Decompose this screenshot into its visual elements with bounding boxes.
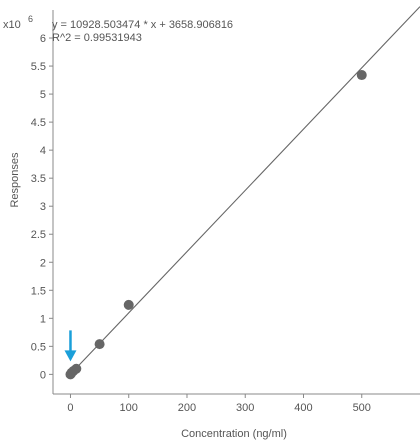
data-point bbox=[356, 70, 367, 81]
y-tick-label: 1.5 bbox=[31, 285, 46, 297]
data-point bbox=[94, 339, 105, 350]
fit-line-group bbox=[70, 6, 420, 375]
y-axis-title: Responses bbox=[9, 152, 21, 208]
regression-fit-line bbox=[70, 6, 420, 375]
y-tick-label: 6 bbox=[40, 33, 46, 45]
axes: 0 0.5 1 1.5 2 2.5 3 3.5 4 4.5 5 5.5 6 0 100 200 300 400 50… bbox=[31, 10, 420, 414]
data-points bbox=[65, 70, 367, 380]
arrow-down-icon bbox=[64, 350, 77, 362]
y-tick-label: 3.5 bbox=[31, 173, 46, 185]
y-multiplier-base: x10 bbox=[3, 19, 21, 31]
y-tick-label: 2 bbox=[40, 257, 46, 269]
x-tick-label: 200 bbox=[178, 402, 196, 414]
x-axis-title: Concentration (ng/ml) bbox=[181, 428, 287, 440]
y-tick-label: 1 bbox=[40, 313, 46, 325]
y-tick-label: 0.5 bbox=[31, 341, 46, 353]
x-tick-label: 500 bbox=[353, 402, 371, 414]
y-tick-label: 3 bbox=[40, 201, 46, 213]
y-tick-label: 4 bbox=[40, 145, 46, 157]
y-multiplier-exponent: 6 bbox=[28, 14, 33, 24]
y-tick-label: 4.5 bbox=[31, 117, 46, 129]
y-tick-label: 5 bbox=[40, 89, 46, 101]
data-point bbox=[71, 363, 82, 374]
x-tick-label: 400 bbox=[294, 402, 312, 414]
y-tick-label: 2.5 bbox=[31, 229, 46, 241]
y-tick-label: 5.5 bbox=[31, 61, 46, 73]
arrow-group bbox=[64, 330, 77, 362]
x-tick-label: 300 bbox=[236, 402, 254, 414]
regression-equation: y = 10928.503474 * x + 3658.906816 bbox=[52, 19, 233, 31]
x-tick-label: 100 bbox=[120, 402, 138, 414]
data-point bbox=[123, 299, 134, 310]
x-tick-label: 0 bbox=[67, 402, 73, 414]
r-squared-value: R^2 = 0.99531943 bbox=[52, 32, 142, 44]
y-tick-label: 0 bbox=[40, 369, 46, 381]
